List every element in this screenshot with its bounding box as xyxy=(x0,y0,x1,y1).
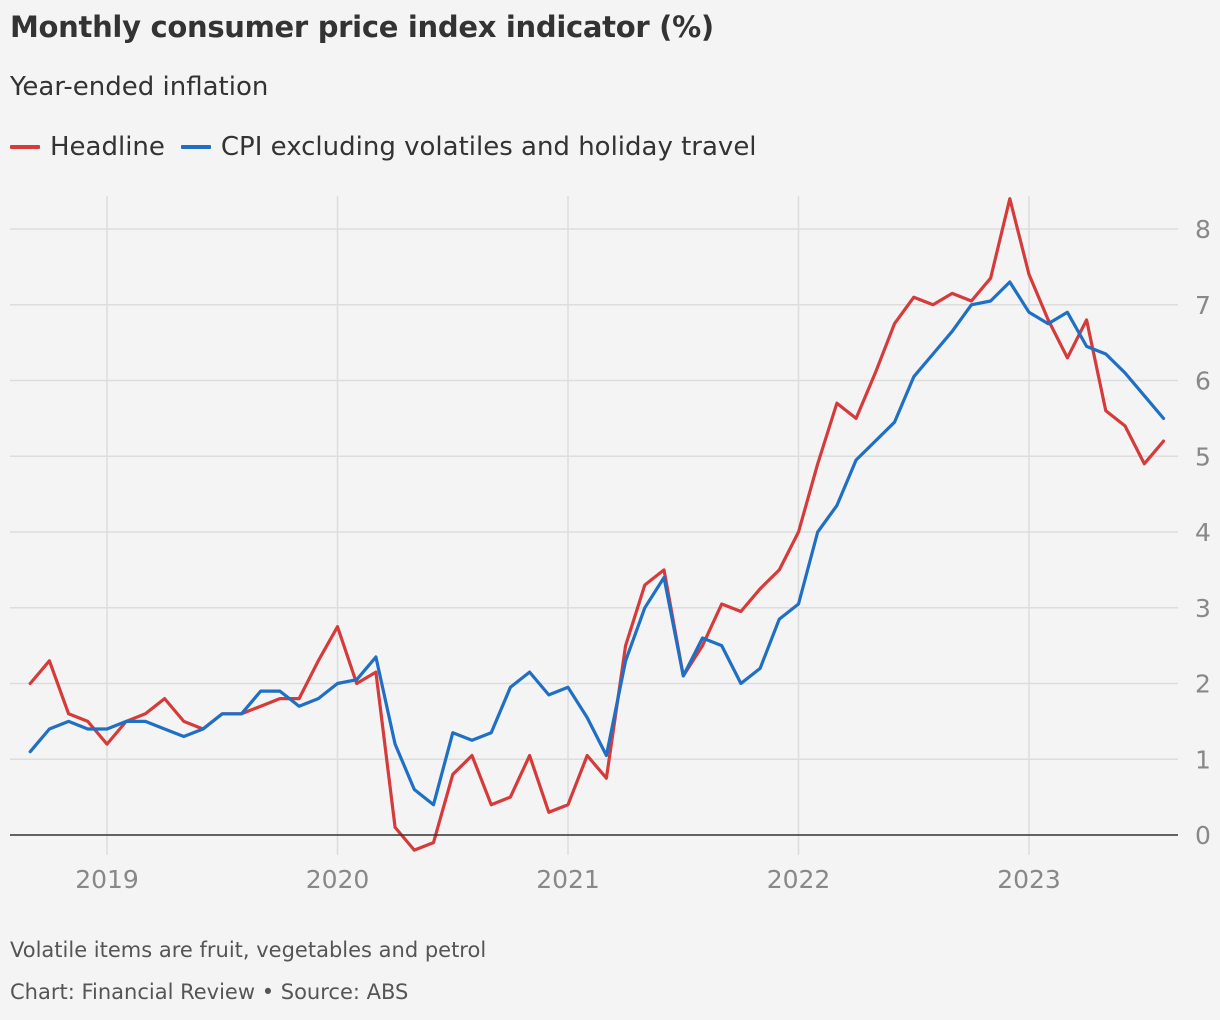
x-tick-label-2019: 2019 xyxy=(75,865,139,894)
y-tick-label-8: 8 xyxy=(1195,215,1211,244)
y-tick-label-7: 7 xyxy=(1195,291,1211,320)
legend-label-headline: Headline xyxy=(50,132,165,162)
legend-item-headline: Headline xyxy=(10,132,165,162)
legend: Headline CPI excluding volatiles and hol… xyxy=(10,132,773,162)
line-chart: 0 1 2 3 4 5 6 7 8 2019 2020 2021 2022 2023 xyxy=(10,196,1211,894)
x-tick-label-2022: 2022 xyxy=(767,865,831,894)
source-credit: Chart: Financial Review • Source: ABS xyxy=(10,980,409,1004)
y-tick-label-5: 5 xyxy=(1195,442,1211,471)
series-layer xyxy=(28,197,1166,852)
y-tick-label-4: 4 xyxy=(1195,518,1211,547)
x-tick-label-2023: 2023 xyxy=(997,865,1061,894)
chart-title: Monthly consumer price index indicator (… xyxy=(10,10,714,44)
y-tick-label-0: 0 xyxy=(1195,821,1211,850)
footnote: Volatile items are fruit, vegetables and… xyxy=(10,938,487,962)
y-tick-label-6: 6 xyxy=(1195,367,1211,396)
y-tick-label-2: 2 xyxy=(1195,670,1211,699)
series-line-cpi-excluding-volatiles xyxy=(28,280,1166,807)
legend-swatch-cpi-excluding-volatiles xyxy=(180,145,211,149)
y-tick-label-3: 3 xyxy=(1195,594,1211,623)
chart-subtitle: Year-ended inflation xyxy=(10,72,269,102)
x-tick-label-2021: 2021 xyxy=(536,865,600,894)
grid xyxy=(10,196,1178,855)
legend-item-cpi-excluding-volatiles: CPI excluding volatiles and holiday trav… xyxy=(180,132,757,162)
y-tick-label-1: 1 xyxy=(1195,745,1211,774)
x-tick-label-2020: 2020 xyxy=(306,865,370,894)
legend-label-cpi-excluding-volatiles: CPI excluding volatiles and holiday trav… xyxy=(220,132,757,162)
legend-swatch-headline xyxy=(10,145,40,149)
axes: 0 1 2 3 4 5 6 7 8 2019 2020 2021 2022 2023 xyxy=(10,215,1211,894)
